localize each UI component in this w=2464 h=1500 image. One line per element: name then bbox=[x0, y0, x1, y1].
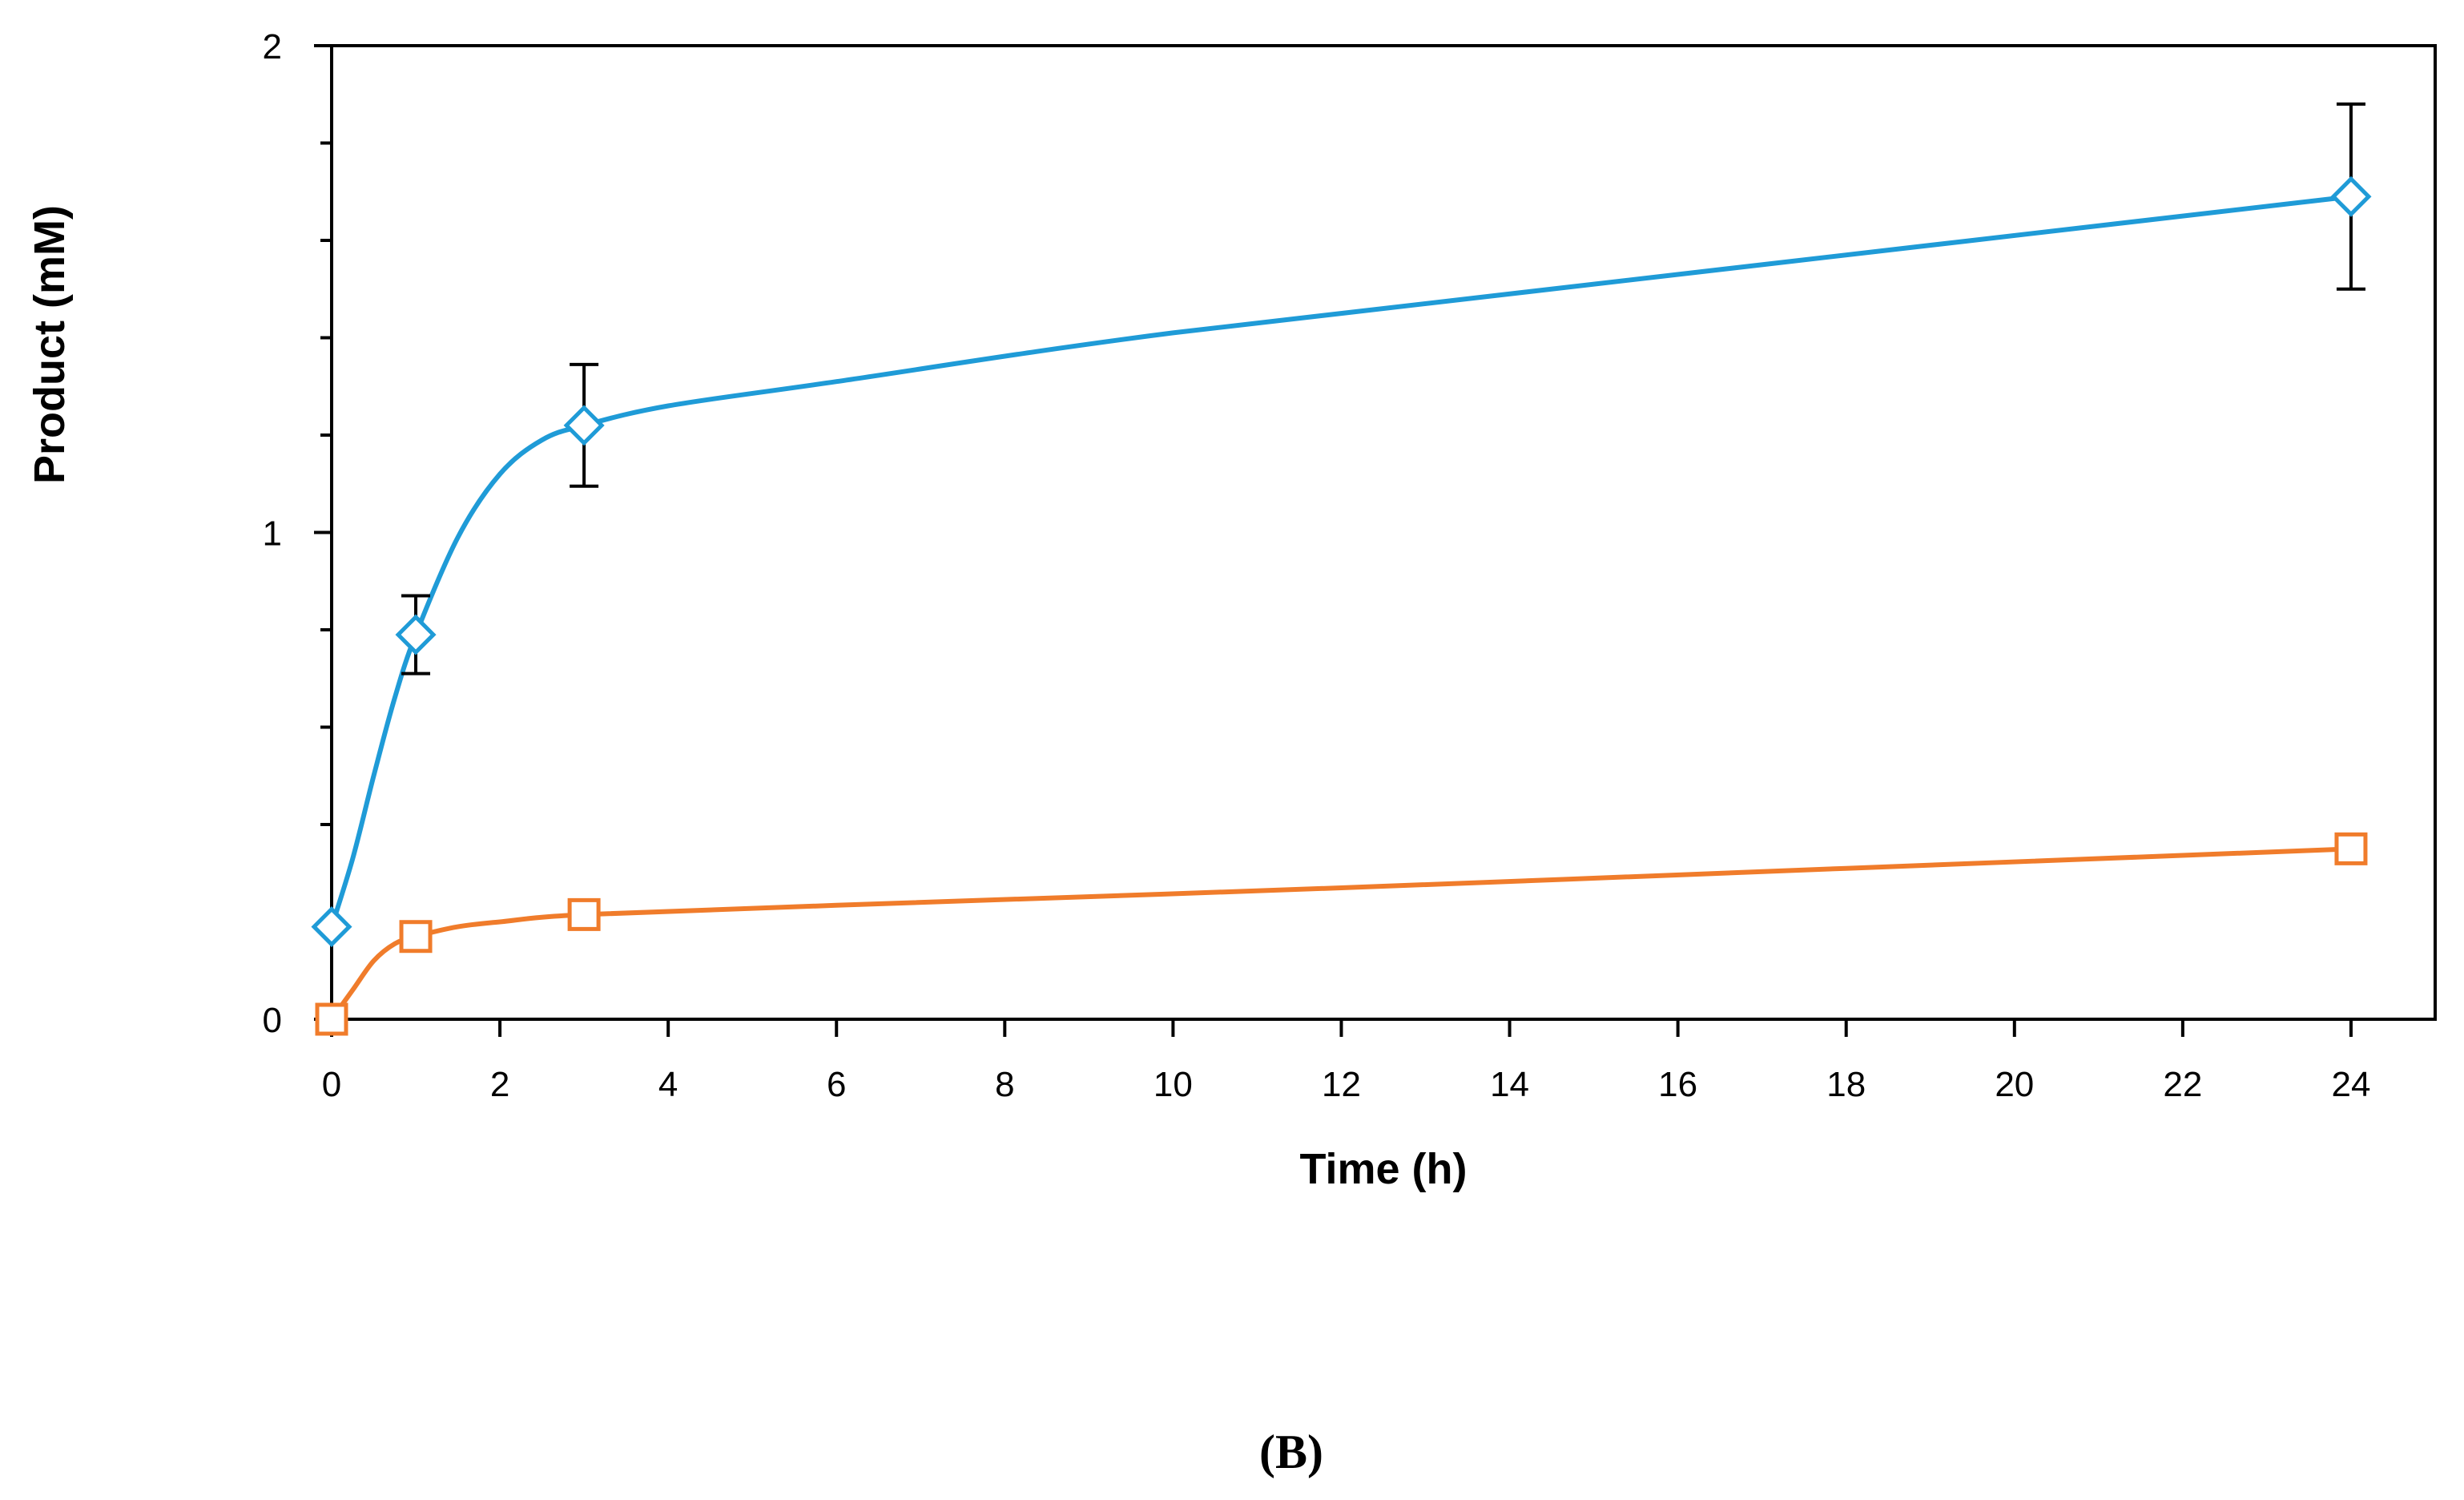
x-tick-label: 20 bbox=[1995, 1065, 2034, 1104]
square-marker bbox=[567, 897, 601, 931]
square-marker bbox=[315, 1002, 348, 1036]
diamond-marker bbox=[311, 906, 352, 948]
x-tick-label: 4 bbox=[658, 1065, 678, 1104]
panel-label: (B) bbox=[1259, 1425, 1323, 1478]
diamond-marker bbox=[563, 405, 605, 446]
diamond-marker bbox=[395, 614, 437, 655]
blue-diamond-series bbox=[311, 102, 2372, 948]
x-tick-label: 6 bbox=[827, 1065, 846, 1104]
x-tick-label: 0 bbox=[322, 1065, 341, 1104]
series-layer bbox=[311, 102, 2372, 1036]
x-tick-label: 12 bbox=[1322, 1065, 1361, 1104]
x-tick-label: 2 bbox=[490, 1065, 509, 1104]
x-tick-label: 22 bbox=[2163, 1065, 2202, 1104]
orange-square-series bbox=[315, 832, 2368, 1036]
x-tick-label: 24 bbox=[2331, 1065, 2370, 1104]
y-tick-label: 1 bbox=[263, 514, 282, 554]
y-tick-label: 2 bbox=[263, 27, 282, 67]
x-tick-label: 8 bbox=[995, 1065, 1014, 1104]
x-tick-label: 18 bbox=[1826, 1065, 1866, 1104]
y-axis-title: Product (mM) bbox=[26, 205, 74, 484]
diamond-marker bbox=[2330, 175, 2372, 217]
y-tick-label: 0 bbox=[263, 1001, 282, 1040]
y-axis-ticks: 0 1 2 bbox=[263, 27, 332, 1040]
series-line bbox=[329, 846, 2353, 1022]
x-axis-title: Time (h) bbox=[1299, 1145, 1467, 1193]
series-line bbox=[329, 194, 2353, 929]
x-tick-label: 10 bbox=[1153, 1065, 1193, 1104]
x-axis-ticks: 0 2 4 6 8 10 12 14 16 18 20 22 24 bbox=[322, 1019, 2370, 1104]
plot-area-frame bbox=[330, 44, 2437, 1021]
x-tick-label: 14 bbox=[1490, 1065, 1529, 1104]
square-marker bbox=[2334, 832, 2368, 865]
square-marker bbox=[399, 920, 433, 954]
x-tick-label: 16 bbox=[1658, 1065, 1697, 1104]
